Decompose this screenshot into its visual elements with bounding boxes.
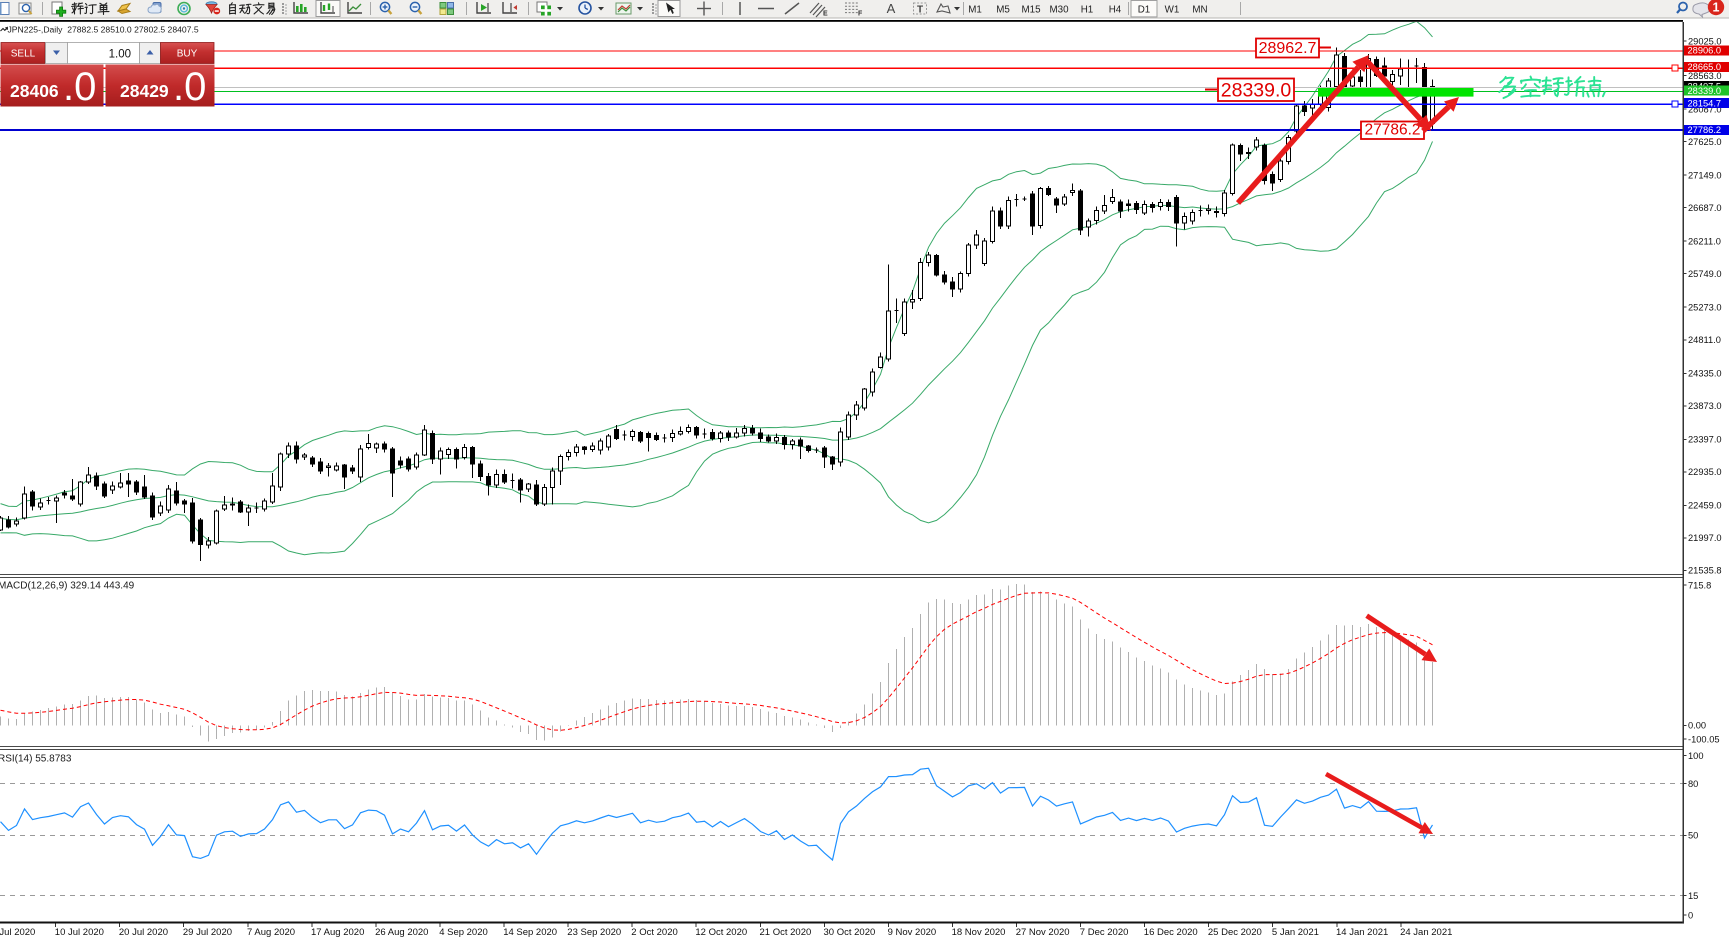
svg-text:26687.0: 26687.0	[1688, 203, 1722, 213]
svg-text:27786.2: 27786.2	[1688, 125, 1722, 135]
svg-text:23 Sep 2020: 23 Sep 2020	[567, 927, 621, 938]
svg-text:9 Nov 2020: 9 Nov 2020	[888, 927, 937, 938]
svg-text:D1: D1	[1138, 4, 1151, 15]
svg-text:21997.0: 21997.0	[1688, 533, 1722, 543]
svg-text:28962.7: 28962.7	[1259, 40, 1317, 57]
svg-text:28429: 28429	[120, 81, 169, 101]
svg-text:23397.0: 23397.0	[1688, 435, 1722, 445]
svg-text:M30: M30	[1049, 4, 1069, 15]
svg-text:22459.0: 22459.0	[1688, 501, 1722, 511]
svg-text:17 Aug 2020: 17 Aug 2020	[311, 927, 364, 938]
svg-text:27625.0: 27625.0	[1688, 137, 1722, 147]
svg-text:F: F	[858, 11, 863, 18]
svg-text:SELL: SELL	[11, 49, 36, 60]
svg-text:18 Nov 2020: 18 Nov 2020	[952, 927, 1006, 938]
svg-text:28665.0: 28665.0	[1688, 62, 1722, 72]
svg-text:H1: H1	[1081, 4, 1094, 15]
svg-text:20 Jul 2020: 20 Jul 2020	[119, 927, 168, 938]
svg-text:28087.0: 28087.0	[1688, 104, 1722, 114]
svg-text:25273.0: 25273.0	[1688, 303, 1722, 313]
svg-text:21 Oct 2020: 21 Oct 2020	[760, 927, 812, 938]
svg-text:28563.0: 28563.0	[1688, 71, 1722, 81]
svg-text:23873.0: 23873.0	[1688, 401, 1722, 411]
svg-text:1.00: 1.00	[109, 49, 131, 61]
svg-text:RSI(14) 55.8783: RSI(14) 55.8783	[0, 753, 72, 764]
svg-text:5 Jan 2021: 5 Jan 2021	[1272, 927, 1319, 938]
svg-text:A: A	[887, 1, 896, 16]
svg-text:1 Jul 2020: 1 Jul 2020	[0, 927, 35, 938]
svg-text:27 Nov 2020: 27 Nov 2020	[1016, 927, 1070, 938]
svg-text:16 Dec 2020: 16 Dec 2020	[1144, 927, 1198, 938]
svg-text:0: 0	[1688, 910, 1693, 920]
svg-text:25 Dec 2020: 25 Dec 2020	[1208, 927, 1262, 938]
svg-text:-100.05: -100.05	[1688, 735, 1720, 745]
svg-text:14 Sep 2020: 14 Sep 2020	[503, 927, 557, 938]
svg-text:30 Oct 2020: 30 Oct 2020	[824, 927, 876, 938]
svg-text:12 Oct 2020: 12 Oct 2020	[695, 927, 747, 938]
svg-text:100: 100	[1688, 751, 1704, 761]
svg-text:29 Jul 2020: 29 Jul 2020	[183, 927, 232, 938]
svg-text:.0: .0	[63, 65, 96, 109]
svg-text:7 Dec 2020: 7 Dec 2020	[1080, 927, 1129, 938]
svg-text:24811.0: 24811.0	[1688, 335, 1721, 345]
svg-text:M1: M1	[968, 4, 982, 15]
svg-text:25749.0: 25749.0	[1688, 269, 1722, 279]
svg-text:21535.8: 21535.8	[1688, 566, 1722, 576]
svg-text:15: 15	[1688, 891, 1698, 901]
svg-text:BUY: BUY	[177, 49, 198, 60]
svg-text:4 Sep 2020: 4 Sep 2020	[439, 927, 488, 938]
svg-text:1: 1	[1713, 1, 1720, 15]
svg-text:28406: 28406	[10, 81, 59, 101]
svg-text:T: T	[917, 5, 923, 16]
svg-text:80: 80	[1688, 779, 1698, 789]
svg-text:2 Oct 2020: 2 Oct 2020	[631, 927, 677, 938]
svg-text:24 Jan 2021: 24 Jan 2021	[1400, 927, 1452, 938]
svg-text:H4: H4	[1109, 4, 1122, 15]
svg-text:0.00: 0.00	[1688, 721, 1706, 731]
svg-text:28154.7: 28154.7	[1688, 98, 1722, 108]
svg-text:E: E	[823, 11, 828, 18]
svg-text:28339.0: 28339.0	[1221, 80, 1292, 102]
svg-text:JPN225-,Daily 27882.5 28510.0: JPN225-,Daily 27882.5 28510.0 27802.5 28…	[8, 25, 199, 35]
svg-text:27149.0: 27149.0	[1688, 170, 1722, 180]
svg-text:.0: .0	[173, 65, 206, 109]
svg-text:28906.0: 28906.0	[1688, 46, 1722, 56]
svg-text:24335.0: 24335.0	[1688, 369, 1722, 379]
svg-text:26211.0: 26211.0	[1688, 237, 1721, 247]
svg-text:10 Jul 2020: 10 Jul 2020	[55, 927, 104, 938]
svg-text:29025.0: 29025.0	[1688, 36, 1722, 46]
svg-text:W1: W1	[1165, 4, 1180, 15]
svg-text:M15: M15	[1021, 4, 1041, 15]
svg-text:14 Jan 2021: 14 Jan 2021	[1336, 927, 1388, 938]
svg-text:50: 50	[1688, 831, 1698, 841]
svg-text:26 Aug 2020: 26 Aug 2020	[375, 927, 428, 938]
svg-text:7 Aug 2020: 7 Aug 2020	[247, 927, 295, 938]
svg-text:M5: M5	[996, 4, 1010, 15]
svg-text:715.8: 715.8	[1688, 580, 1711, 590]
svg-text:MN: MN	[1192, 4, 1207, 15]
svg-text:22935.0: 22935.0	[1688, 467, 1722, 477]
svg-text:27786.2: 27786.2	[1364, 122, 1420, 139]
svg-text:MACD(12,26,9) 329.14 443.49: MACD(12,26,9) 329.14 443.49	[0, 581, 135, 592]
svg-text:28339.0: 28339.0	[1688, 86, 1722, 96]
